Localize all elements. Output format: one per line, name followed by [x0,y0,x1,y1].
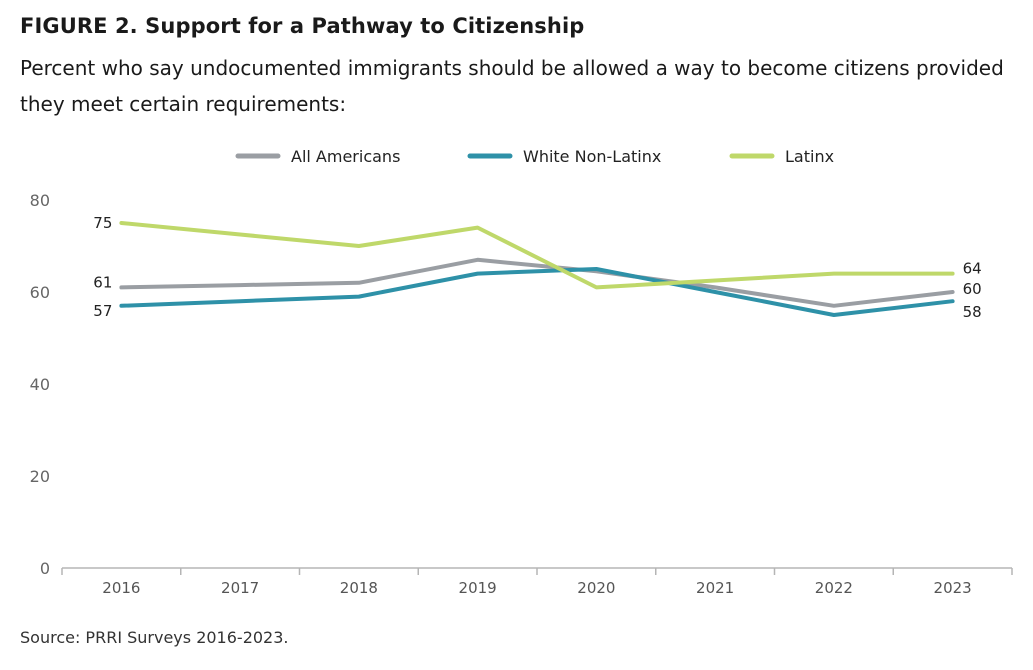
data-label: 61 [93,273,112,291]
chart-subtitle: Percent who say undocumented immigrants … [20,56,1004,116]
series-line-all-americans [119,257,955,308]
y-tick-label: 40 [30,375,50,394]
data-label: 60 [963,280,982,298]
legend-label: White Non-Latinx [523,147,661,166]
x-tick-label: 2022 [815,579,853,597]
y-tick-label: 20 [30,467,50,486]
data-label: 58 [963,303,982,321]
x-tick-label: 2016 [102,579,140,597]
legend: All Americans White Non-Latinx Latinx [235,147,834,166]
y-tick-label: 60 [30,283,50,302]
chart-title: FIGURE 2. Support for a Pathway to Citiz… [20,14,585,38]
x-tick-label: 2020 [577,579,615,597]
data-labels: 75 61 57 64 60 58 [93,214,981,321]
chart-axes: 2016 2017 2018 2019 2020 2021 2022 2023 0 20 40 60 8… [30,191,1013,597]
y-tick-label: 0 [40,559,50,578]
legend-item-latinx: Latinx [729,147,834,166]
legend-label: Latinx [785,147,834,166]
x-tick-label: 2021 [696,579,734,597]
x-tick-label: 2017 [221,579,259,597]
legend-item-white-non-latinx: White Non-Latinx [467,147,661,166]
legend-label: All Americans [291,147,400,166]
legend-item-all-americans: All Americans [235,147,400,166]
series-line-latinx [119,221,955,290]
source-note: Source: PRRI Surveys 2016-2023. [20,628,289,647]
series-line-white-non-latinx [119,267,955,317]
data-label: 64 [963,260,982,278]
y-tick-label: 80 [30,191,50,210]
x-tick-label: 2019 [459,579,497,597]
data-label: 75 [93,214,112,232]
x-tick-label: 2018 [340,579,378,597]
series-lines [119,221,955,317]
data-label: 57 [93,302,112,320]
x-tick-label: 2023 [934,579,972,597]
